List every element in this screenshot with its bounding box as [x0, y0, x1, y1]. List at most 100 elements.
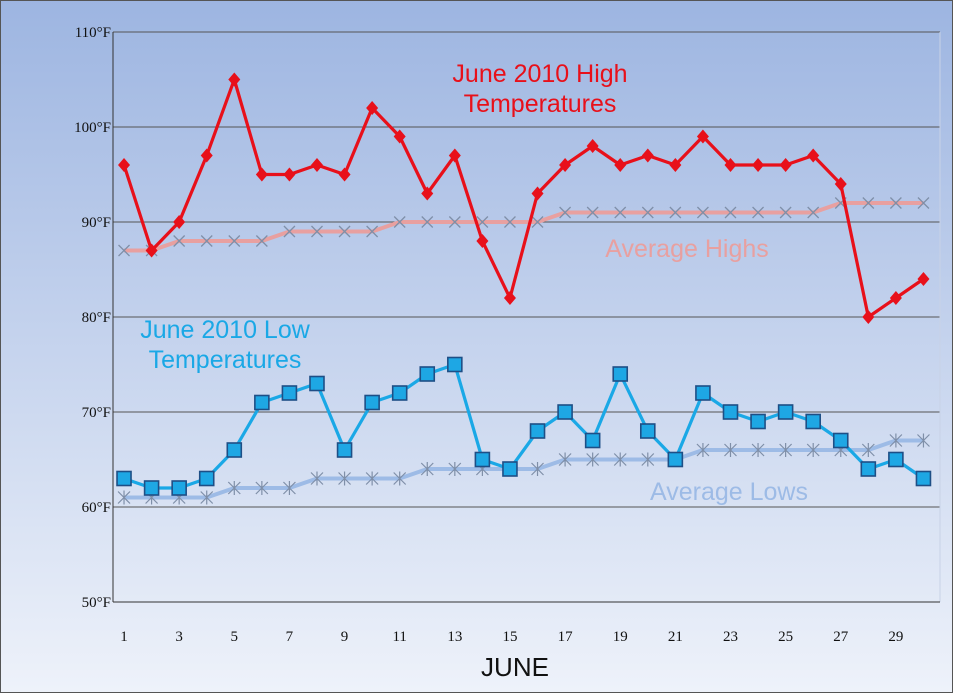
data-point-diamond — [889, 291, 902, 305]
x-tick-label: 19 — [613, 629, 628, 645]
data-point-diamond — [503, 291, 516, 305]
data-point-square — [116, 470, 132, 487]
x-tick-label: 13 — [447, 629, 462, 645]
data-point-x — [779, 206, 792, 219]
data-point-asterisk — [696, 443, 710, 457]
data-point-square — [281, 385, 298, 401]
data-point-diamond — [834, 177, 847, 191]
low-series-label-line2: Temperatures — [149, 346, 302, 374]
data-point-asterisk — [310, 471, 324, 486]
data-point-diamond — [586, 139, 599, 153]
series-line — [124, 438, 924, 500]
data-point-x — [862, 197, 875, 209]
data-point-asterisk — [420, 462, 434, 476]
data-point-x — [559, 206, 572, 219]
x-tick-label: 23 — [723, 629, 738, 645]
data-point-x — [531, 216, 544, 228]
data-point-diamond — [476, 234, 489, 248]
data-point-x — [393, 216, 406, 228]
data-point-asterisk — [586, 452, 600, 467]
x-tick-label: 27 — [833, 629, 849, 645]
data-point-diamond — [118, 158, 131, 172]
data-point-x — [118, 244, 130, 257]
data-point-diamond — [669, 158, 682, 172]
series-group — [118, 72, 930, 324]
data-point-diamond — [338, 167, 351, 182]
data-point-square — [584, 432, 601, 449]
data-point-square — [254, 394, 270, 411]
data-point-square — [309, 375, 325, 392]
x-tick-label: 25 — [778, 629, 793, 645]
data-point-square — [832, 432, 849, 449]
y-tick-label: 80°F — [82, 310, 111, 326]
data-point-diamond — [200, 148, 213, 163]
data-point-asterisk — [338, 471, 351, 486]
data-point-asterisk — [200, 490, 214, 505]
data-point-x — [641, 206, 654, 219]
data-point-asterisk — [448, 462, 462, 476]
data-point-square — [143, 480, 160, 496]
data-point-diamond — [228, 72, 241, 87]
data-point-diamond — [752, 158, 765, 172]
data-point-x — [917, 197, 930, 209]
data-point-square — [612, 366, 629, 382]
series-group — [117, 433, 930, 505]
data-point-diamond — [917, 272, 930, 286]
data-point-diamond — [310, 158, 323, 172]
data-point-square — [447, 356, 463, 373]
y-tick-label: 100°F — [74, 120, 111, 136]
data-point-square — [860, 461, 877, 477]
data-point-diamond — [614, 158, 627, 172]
data-point-diamond — [807, 148, 820, 163]
data-point-diamond — [448, 148, 461, 163]
series-group — [116, 356, 932, 496]
data-point-asterisk — [889, 433, 903, 448]
data-point-asterisk — [806, 443, 820, 457]
y-tick-label: 90°F — [82, 215, 111, 231]
data-point-asterisk — [255, 481, 269, 495]
data-point-square — [805, 413, 821, 430]
data-point-asterisk — [751, 443, 765, 457]
data-point-x — [311, 225, 323, 238]
data-point-square — [529, 423, 546, 439]
data-point-square — [557, 404, 573, 420]
x-tick-label: 11 — [392, 629, 406, 645]
data-point-diamond — [173, 215, 186, 229]
data-point-asterisk — [724, 443, 737, 457]
data-point-asterisk — [227, 481, 241, 495]
data-point-x — [228, 235, 241, 247]
x-tick-label: 1 — [120, 629, 128, 645]
x-tick-label: 15 — [502, 629, 517, 645]
y-tick-label: 50°F — [82, 595, 111, 611]
data-point-x — [752, 206, 765, 219]
data-point-square — [888, 451, 904, 468]
data-point-square — [667, 451, 684, 468]
y-tick-label: 70°F — [82, 405, 111, 421]
data-point-asterisk — [117, 490, 131, 505]
data-point-diamond — [255, 167, 268, 182]
data-point-asterisk — [283, 481, 296, 495]
data-point-asterisk — [613, 452, 627, 467]
data-point-x — [421, 216, 434, 228]
x-tick-label: 9 — [341, 629, 349, 645]
x-tick-label: 3 — [175, 629, 183, 645]
data-point-square — [419, 366, 436, 382]
data-point-square — [695, 385, 711, 401]
data-point-x — [504, 216, 516, 228]
data-point-square — [777, 404, 794, 420]
data-point-square — [336, 442, 353, 458]
data-point-x — [366, 225, 379, 238]
data-point-square — [639, 423, 656, 439]
data-point-x — [889, 197, 902, 209]
high-series-label-line2: Temperatures — [464, 90, 617, 118]
data-point-x — [669, 206, 682, 219]
avg-low-series-label: Average Lows — [650, 478, 808, 506]
data-point-diamond — [641, 148, 654, 163]
data-point-asterisk — [917, 433, 930, 448]
data-point-diamond — [862, 310, 875, 324]
data-point-diamond — [283, 167, 296, 182]
data-point-diamond — [393, 129, 406, 144]
data-point-x — [586, 206, 599, 219]
